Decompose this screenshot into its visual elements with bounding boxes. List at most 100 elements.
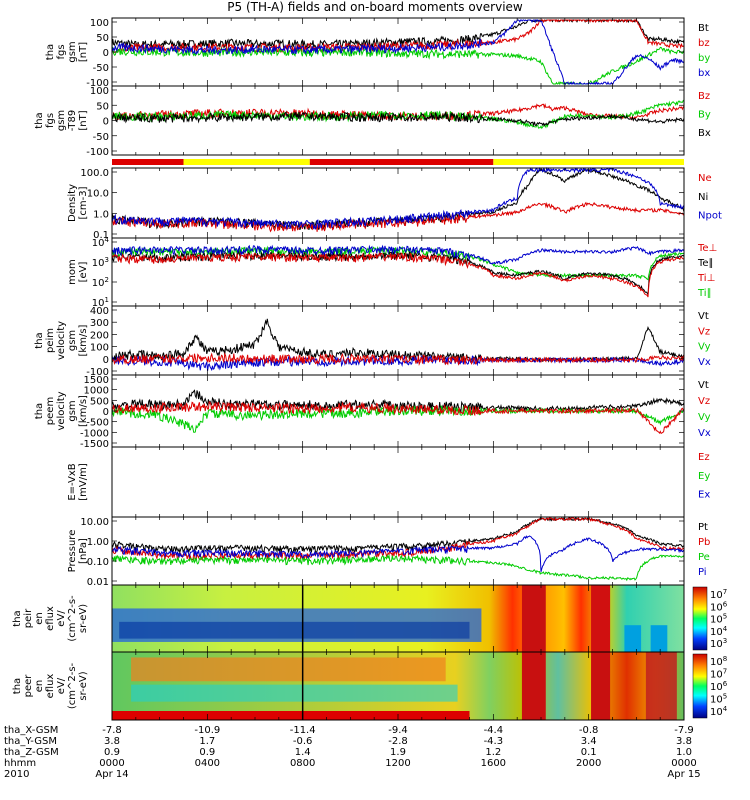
y-axis-label: E=-VxB: [67, 463, 78, 500]
y-tick-label: 0: [103, 407, 109, 418]
panel-frame: [111, 446, 685, 518]
y-axis-label: gsm: [67, 400, 78, 421]
y-axis-label: velocity: [56, 391, 67, 430]
legend-entry: Pe: [698, 552, 710, 563]
y-axis-label: peir: [23, 608, 34, 628]
y-tick-label: 0: [103, 48, 109, 59]
y-tick-label: 0.01: [87, 577, 109, 588]
y-tick-label: 1500: [84, 375, 109, 386]
x-tick-gsm-y: 3.4: [581, 736, 597, 747]
y-axis-label: gsm: [67, 41, 78, 62]
y-tick-label: 500: [90, 396, 109, 407]
y-tick-label: 300: [90, 318, 109, 329]
series-peim_velocity-Vz: [111, 351, 685, 367]
x-tick-gsm-x: -9.4: [388, 725, 408, 736]
x-tick-gsm-x: -4.4: [484, 725, 504, 736]
y-tick-label: 100: [90, 343, 109, 354]
y-axis-label: en: [34, 612, 45, 625]
y-tick-label: 400: [90, 306, 109, 317]
legend-entry: Vx: [698, 357, 711, 368]
y-axis-label: eV/: [56, 677, 67, 694]
spectrogram-mid-band: [131, 684, 458, 702]
panel-peer: [111, 651, 708, 721]
y-tick-label: 0.1: [93, 230, 109, 241]
mode-bar-segment: [112, 159, 184, 165]
y-axis-label: (cm^2-s-: [67, 662, 78, 709]
colorbar-label: 106: [710, 600, 728, 613]
colorbar-label: 106: [710, 680, 728, 693]
y-axis-label: eflux: [45, 606, 56, 631]
spectrogram-burst: [521, 652, 546, 720]
y-axis-label: tha: [45, 44, 56, 60]
spectrogram-high-band: [131, 657, 446, 682]
y-tick-label: 1.00: [87, 537, 109, 548]
x-tick-hhmm: 0800: [290, 758, 315, 769]
x-tick-gsm-x: -7.9: [674, 725, 694, 736]
x-tick-gsm-x: -7.8: [102, 725, 122, 736]
legend-entry: Pi: [698, 567, 707, 578]
y-tick-label: 50: [96, 33, 109, 44]
legend-entry: By: [698, 109, 711, 120]
y-axis-label: tha: [12, 610, 23, 626]
y-tick-label: 0: [103, 355, 109, 366]
colorbar-label: 104: [710, 705, 728, 718]
series-density-Npot: [111, 166, 685, 230]
spectrogram-low-band: [624, 625, 642, 652]
y-axis-label: [nT]: [78, 110, 89, 130]
legend-entry: Vz: [698, 396, 710, 407]
colorbar-label: 105: [710, 693, 727, 706]
spectrogram-burst: [645, 652, 677, 720]
y-axis-label: en: [34, 680, 45, 693]
panel-peim_velocity: [111, 305, 685, 376]
spectrogram-burst: [591, 585, 611, 652]
x-tick-date: Apr 15: [667, 769, 700, 780]
y-tick-label: 0.10: [87, 557, 109, 568]
y-axis-label: [cm-3]: [78, 186, 89, 219]
series-peem_velocity-Vz: [111, 401, 685, 435]
y-axis-label: [nPa]: [78, 538, 89, 564]
legend-entry: bx: [698, 68, 710, 79]
y-tick-label: 50: [96, 101, 109, 112]
legend-entry: by: [698, 53, 710, 64]
y-tick-label: -1500: [80, 439, 109, 450]
y-axis-label: [km/s]: [78, 395, 89, 427]
series-pressure-Pi: [111, 535, 685, 573]
legend-entry: Vx: [698, 428, 711, 439]
legend-entry: Ez: [698, 452, 710, 463]
y-tick-label: 103: [92, 256, 109, 269]
spectrogram-burst: [521, 585, 546, 652]
legend-entry: Te∥: [697, 258, 714, 269]
legend-entry: Ne: [698, 173, 712, 184]
legend-entry: Vz: [698, 326, 710, 337]
y-axis-label: fgs: [56, 44, 67, 59]
y-tick-label: 104: [92, 236, 110, 249]
x-tick-hhmm: 2000: [576, 758, 601, 769]
colorbar: [692, 653, 708, 719]
series-temperature-Ti: [111, 244, 685, 265]
y-tick-label: 100: [90, 18, 109, 29]
y-axis-label: sr-eV): [78, 604, 89, 633]
legend-entry: Ti⊥: [697, 273, 715, 284]
x-tick-gsm-y: 3.8: [676, 736, 692, 747]
y-tick-label: 0: [103, 117, 109, 128]
legend-entry: Vt: [698, 380, 709, 391]
x-tick-gsm-z: 1.4: [295, 747, 311, 758]
series-fgs_dsl-By: [111, 99, 685, 130]
legend-entry: Te⊥: [697, 243, 717, 254]
y-axis-label: tha: [34, 332, 45, 348]
spectrogram-bottom-band: [112, 711, 470, 720]
y-axis-label: -T89: [67, 110, 78, 132]
x-tick-gsm-y: -4.3: [484, 736, 504, 747]
x-tick-gsm-z: 1.0: [676, 747, 692, 758]
legend-entry: bz: [698, 38, 710, 49]
panel-frame: [111, 85, 685, 156]
footer-label: tha_Z-GSM: [4, 747, 59, 758]
x-tick-hhmm: 0000: [99, 758, 124, 769]
y-axis-label: [mV/m]: [78, 463, 89, 501]
y-tick-label: 10.0: [87, 189, 109, 200]
x-tick-gsm-y: 3.8: [104, 736, 120, 747]
legend-entry: Ex: [698, 490, 710, 501]
legend-entry: Pt: [698, 522, 708, 533]
